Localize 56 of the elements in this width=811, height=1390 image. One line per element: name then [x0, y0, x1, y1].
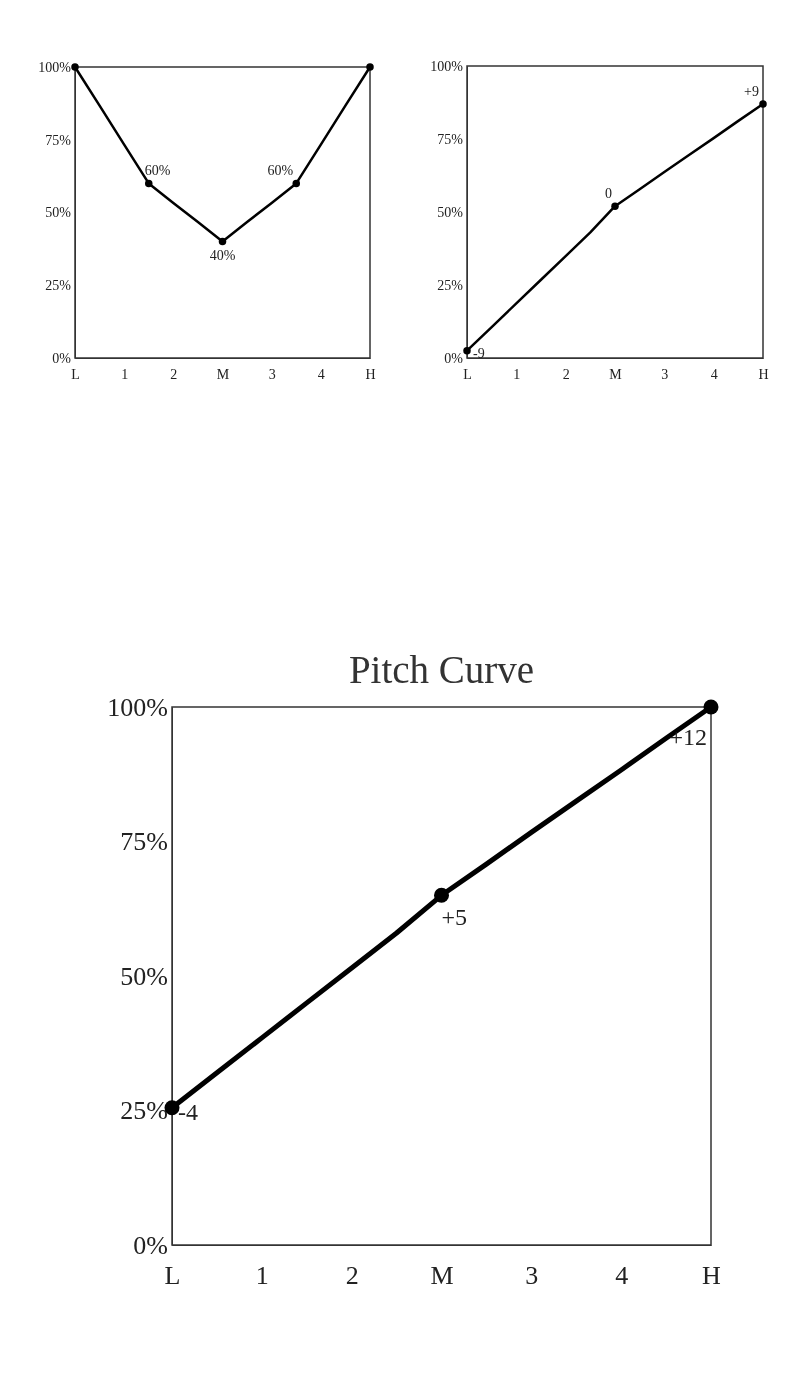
x-tick-label: H: [365, 367, 376, 383]
point: [434, 887, 449, 903]
x-tick-label: 3: [661, 367, 669, 383]
data-label: 60%: [267, 163, 294, 179]
x-tick-label: 3: [525, 1261, 539, 1291]
x-tick-label: H: [758, 367, 769, 383]
x-tick-label: 1: [513, 367, 521, 383]
chart-title: Pitch Curve: [348, 648, 535, 691]
y-tick-label: 50%: [437, 204, 464, 220]
annotation: -4: [178, 1098, 198, 1125]
y-tick-label: 75%: [45, 132, 72, 148]
annotation: +9: [744, 83, 759, 99]
point: [292, 179, 300, 188]
point: [463, 346, 471, 355]
point: [145, 179, 153, 188]
point: [366, 63, 374, 71]
y-tick-label: 25%: [120, 1096, 168, 1126]
point: [71, 63, 79, 71]
x-tick-label: L: [164, 1261, 181, 1291]
x-tick-label: 1: [255, 1261, 269, 1291]
y-tick-label: 25%: [45, 278, 72, 294]
x-tick-label: M: [430, 1261, 454, 1291]
x-tick-label: 2: [562, 367, 570, 383]
data-label: 60%: [144, 163, 171, 179]
x-tick-label: 3: [268, 367, 276, 383]
y-tick-label: 100%: [38, 59, 72, 75]
x-tick-label: 4: [317, 367, 325, 383]
x-tick-label: 2: [170, 367, 178, 383]
annotation: 0: [605, 186, 612, 202]
point: [759, 100, 767, 108]
y-tick-label: 0%: [133, 1230, 168, 1260]
y-tick-label: 25%: [437, 277, 464, 293]
x-tick-label: L: [71, 367, 80, 383]
annotation: +12: [669, 724, 707, 750]
annotation: +5: [441, 904, 468, 931]
x-tick-label: 2: [345, 1261, 359, 1291]
x-tick-label: H: [702, 1261, 722, 1291]
y-tick-label: 100%: [430, 58, 464, 74]
y-tick-label: 50%: [120, 961, 168, 991]
data-label: 40%: [209, 247, 236, 263]
x-tick-label: M: [216, 367, 230, 383]
y-tick-label: 100%: [107, 692, 168, 722]
y-tick-label: 75%: [437, 131, 464, 147]
annotation: -9: [473, 345, 485, 361]
x-tick-label: 4: [615, 1261, 629, 1291]
point: [218, 237, 227, 246]
y-tick-label: 50%: [45, 205, 72, 221]
x-tick-label: M: [609, 367, 623, 383]
x-tick-label: L: [463, 367, 472, 383]
point: [611, 202, 619, 210]
x-tick-label: 1: [121, 367, 129, 383]
y-tick-label: 0%: [444, 350, 464, 366]
point: [703, 699, 719, 715]
y-tick-label: 0%: [52, 350, 72, 366]
y-tick-label: 75%: [120, 827, 168, 857]
x-tick-label: 4: [710, 367, 718, 383]
